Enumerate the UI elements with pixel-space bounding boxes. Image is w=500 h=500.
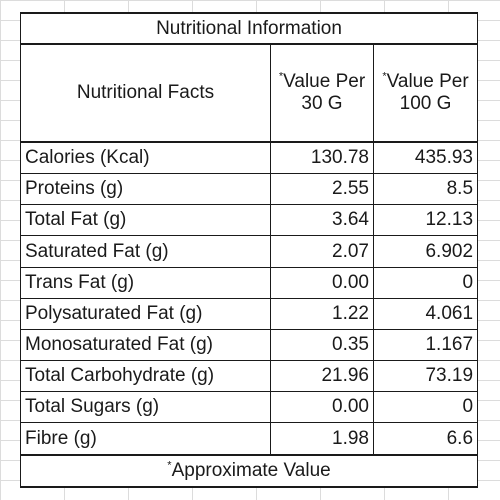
table-row: Fibre (g) 1.98 6.6 <box>20 422 479 456</box>
row-per-100g-cell[interactable]: 0 <box>372 391 479 424</box>
table-row: Proteins (g) 2.55 8.5 <box>20 173 479 206</box>
row-per-100g-cell[interactable]: 73.19 <box>372 360 479 393</box>
header-value-per-100g-label: Value Per 100 G <box>386 71 469 115</box>
row-per-30g-cell[interactable]: 1.22 <box>270 297 374 330</box>
asterisk-marker: * <box>278 70 284 83</box>
row-name-cell[interactable]: Total Carbohydrate (g) <box>20 360 271 393</box>
row-name-cell[interactable]: Total Sugars (g) <box>20 391 271 424</box>
table-row: Total Carbohydrate (g) 21.96 73.19 <box>20 360 479 393</box>
footnote-text: Approximate Value <box>171 459 331 481</box>
row-name-cell[interactable]: Fibre (g) <box>20 422 271 456</box>
asterisk-marker: * <box>382 70 387 83</box>
row-per-30g-cell[interactable]: 0.00 <box>270 266 374 299</box>
row-per-30g-cell[interactable]: 0.00 <box>270 391 374 424</box>
row-per-30g-cell[interactable]: 21.96 <box>270 360 374 393</box>
row-per-30g-cell[interactable]: 1.98 <box>270 422 374 456</box>
row-per-100g-cell[interactable]: 6.902 <box>372 235 479 268</box>
row-name-cell[interactable]: Proteins (g) <box>20 173 271 206</box>
row-name-cell[interactable]: Polysaturated Fat (g) <box>20 297 271 330</box>
row-name-cell[interactable]: Trans Fat (g) <box>20 266 271 299</box>
row-per-100g-cell[interactable]: 8.5 <box>372 173 479 206</box>
header-value-per-30g-label: Value Per 30 G <box>283 71 366 115</box>
nutrition-table: Nutritional Information Nutritional Fact… <box>19 11 479 489</box>
row-name-cell[interactable]: Total Fat (g) <box>20 204 271 237</box>
row-name-cell[interactable]: Monosaturated Fat (g) <box>20 328 271 362</box>
header-value-per-100g[interactable]: *Value Per 100 G <box>372 43 479 143</box>
table-row: Polysaturated Fat (g) 1.22 4.061 <box>20 297 479 330</box>
row-name-cell[interactable]: Saturated Fat (g) <box>20 235 271 268</box>
row-per-100g-cell[interactable]: 6.6 <box>372 422 479 456</box>
header-nutritional-facts[interactable]: Nutritional Facts <box>20 43 271 143</box>
row-per-100g-cell[interactable]: 435.93 <box>372 141 479 175</box>
row-per-30g-cell[interactable]: 130.78 <box>270 141 374 175</box>
table-row: Total Fat (g) 3.64 12.13 <box>20 204 479 237</box>
table-row: Calories (Kcal) 130.78 435.93 <box>20 141 479 175</box>
table-row: Total Sugars (g) 0.00 0 <box>20 391 479 424</box>
row-per-30g-cell[interactable]: 0.35 <box>270 328 374 362</box>
row-per-100g-cell[interactable]: 4.061 <box>372 297 479 330</box>
table-title[interactable]: Nutritional Information <box>19 11 479 46</box>
row-per-30g-cell[interactable]: 3.64 <box>270 204 374 237</box>
row-per-30g-cell[interactable]: 2.07 <box>270 235 374 268</box>
row-per-100g-cell[interactable]: 12.13 <box>372 204 479 237</box>
row-name-cell[interactable]: Calories (Kcal) <box>20 141 271 175</box>
table-row: Trans Fat (g) 0.00 0 <box>20 266 479 299</box>
table-row: Saturated Fat (g) 2.07 6.902 <box>20 235 479 268</box>
header-value-per-30g[interactable]: *Value Per 30 G <box>270 43 374 143</box>
row-per-30g-cell[interactable]: 2.55 <box>270 173 374 206</box>
footnote-cell[interactable]: *Approximate Value <box>19 453 479 489</box>
asterisk-marker: * <box>167 459 172 472</box>
row-per-100g-cell[interactable]: 0 <box>372 266 479 299</box>
table-row: Monosaturated Fat (g) 0.35 1.167 <box>20 328 479 362</box>
row-per-100g-cell[interactable]: 1.167 <box>372 328 479 362</box>
